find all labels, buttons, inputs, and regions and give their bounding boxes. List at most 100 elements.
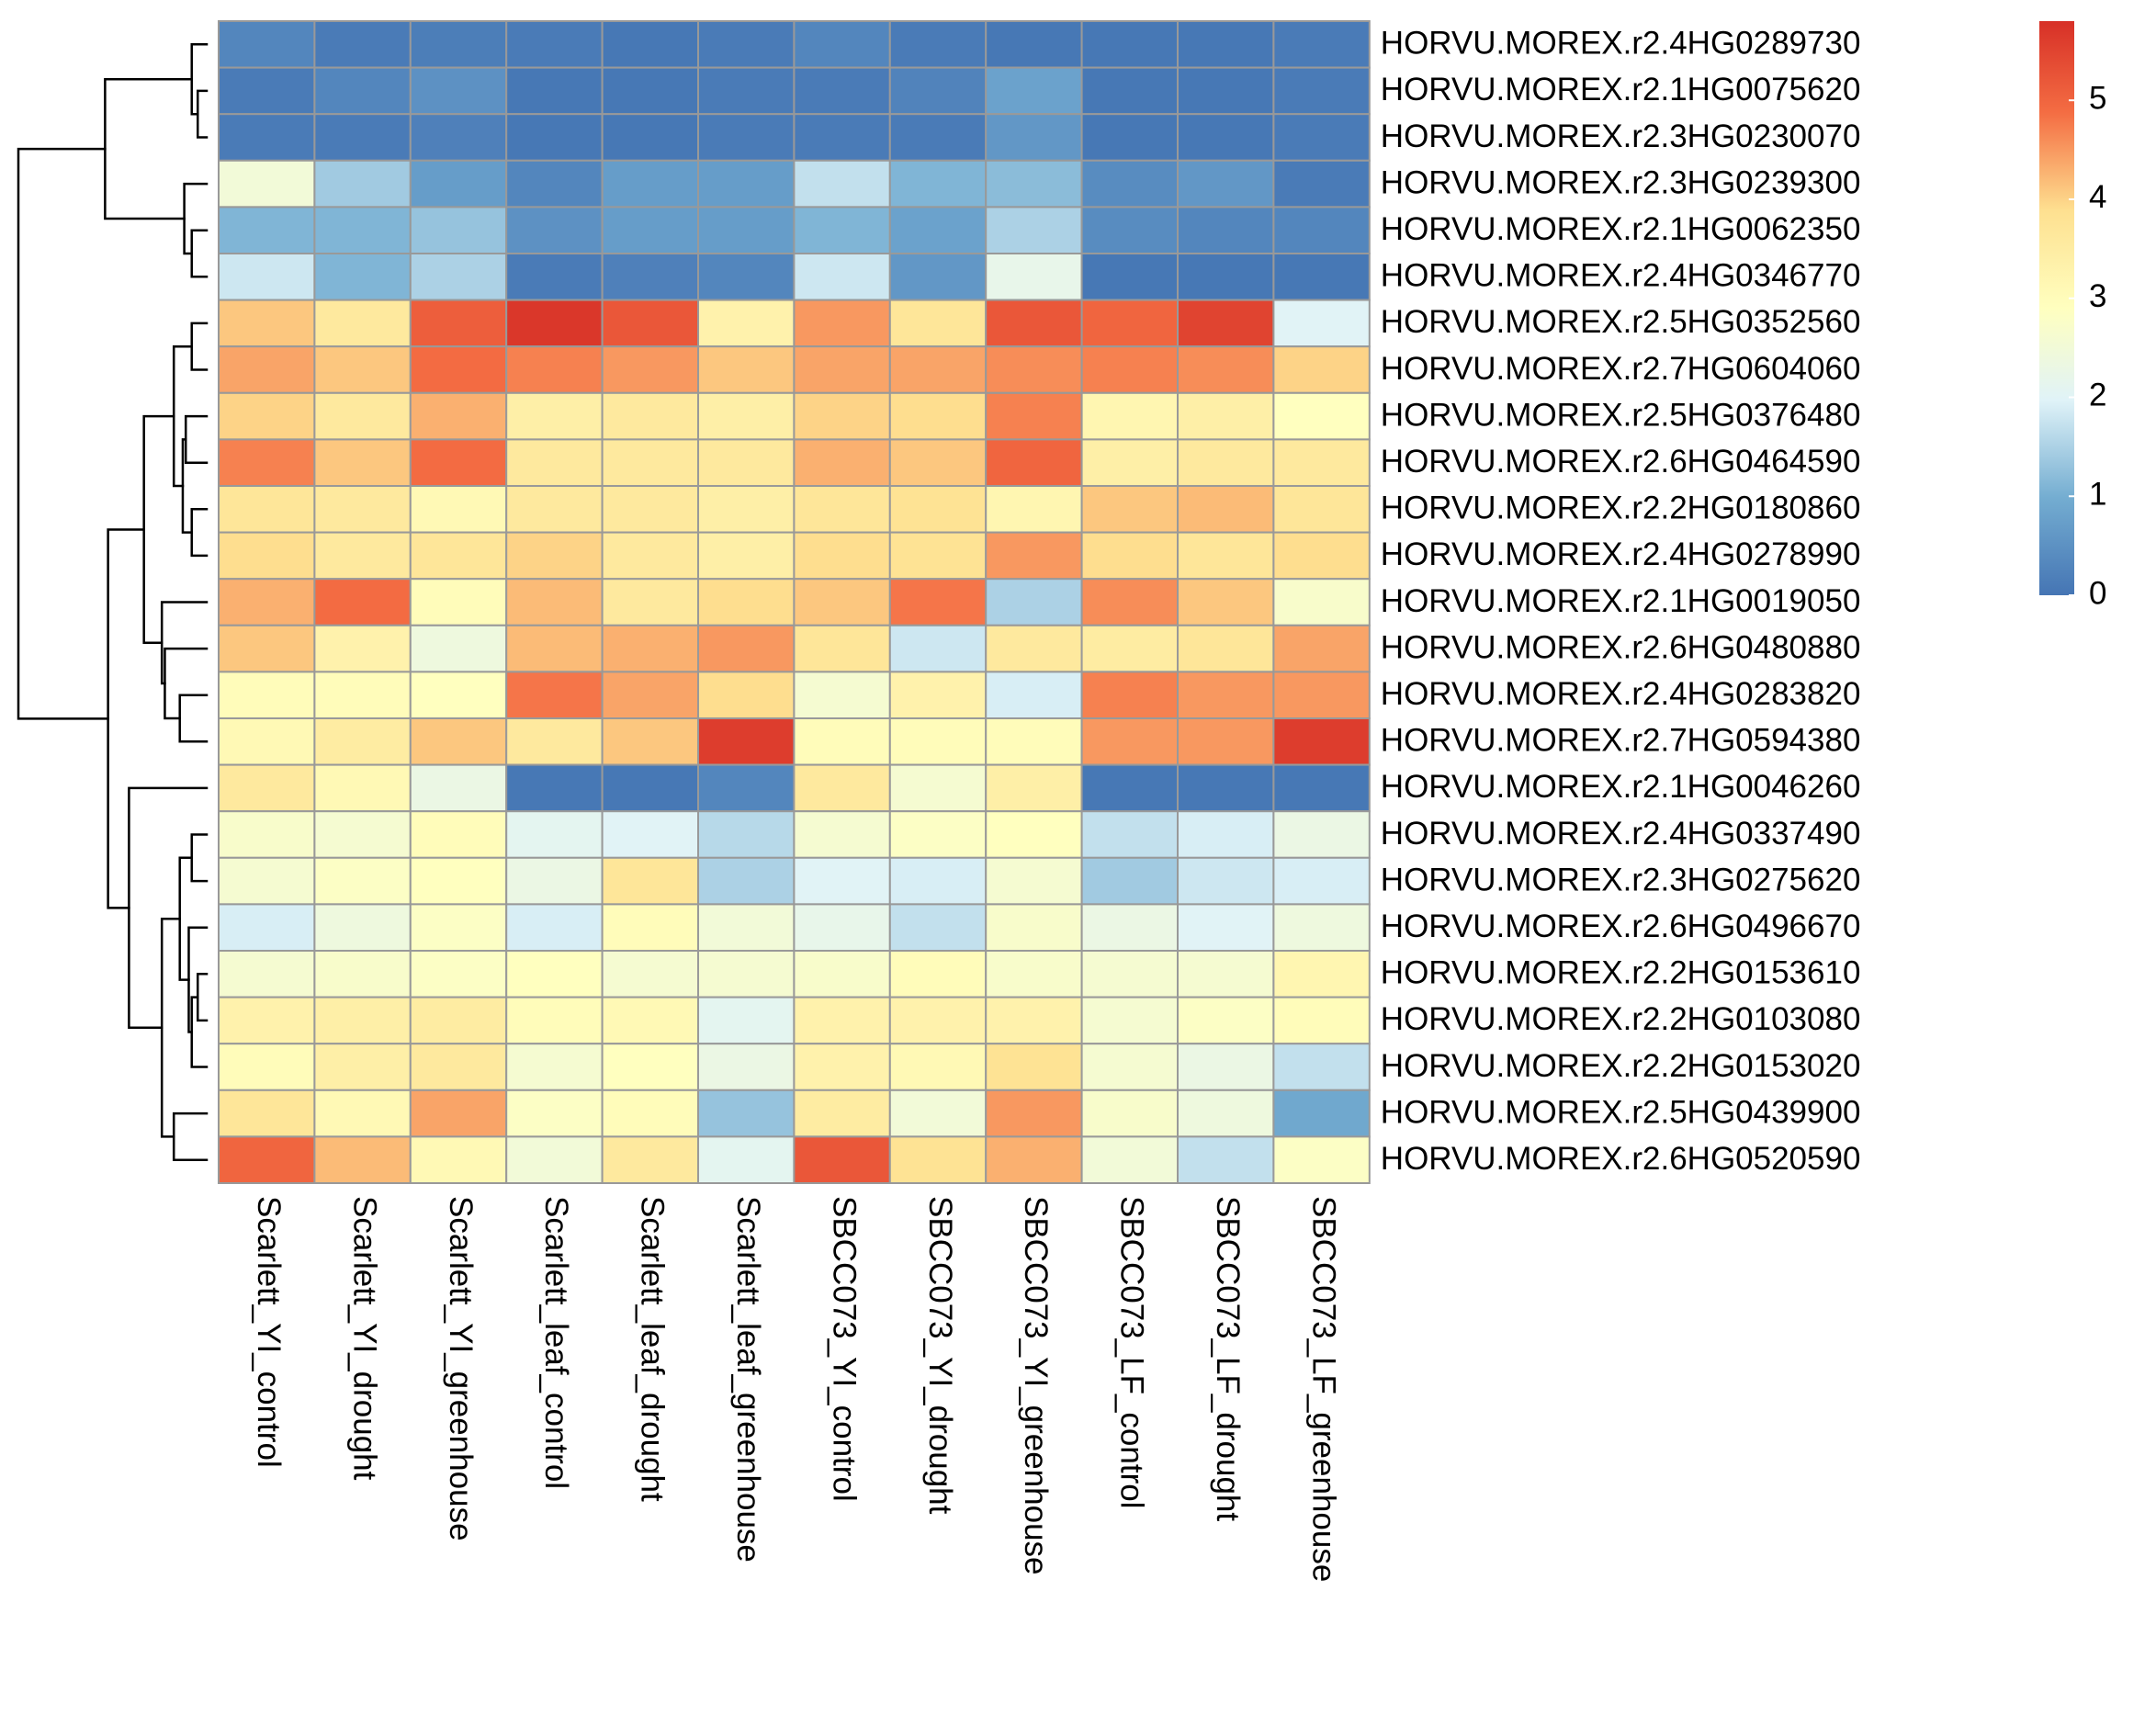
dendrogram-branch bbox=[190, 508, 209, 558]
heatmap-cell bbox=[1177, 113, 1275, 162]
dendrogram-branch bbox=[183, 182, 209, 255]
heatmap-cell bbox=[888, 253, 988, 301]
heatmap-cell bbox=[888, 578, 988, 626]
dendrogram-branch bbox=[196, 89, 209, 139]
heatmap-cell bbox=[409, 624, 508, 673]
heatmap-cell bbox=[409, 763, 508, 813]
heatmap-cell bbox=[697, 578, 796, 626]
heatmap-cell bbox=[1177, 299, 1275, 348]
heatmap-cell bbox=[1272, 20, 1371, 69]
heatmap-cell bbox=[1272, 345, 1371, 394]
heatmap-cell bbox=[218, 391, 316, 441]
heatmap-cell bbox=[409, 20, 508, 69]
heatmap-cell bbox=[888, 113, 988, 162]
heatmap-cell bbox=[505, 624, 604, 673]
heatmap-cell bbox=[505, 299, 604, 348]
heatmap-cell bbox=[697, 1135, 796, 1185]
heatmap-cell bbox=[793, 717, 891, 766]
row-label: HORVU.MOREX.r2.7HG0594380 bbox=[1381, 723, 1861, 759]
heatmap-cell bbox=[218, 66, 316, 116]
heatmap-cell bbox=[697, 113, 796, 162]
heatmap-cell bbox=[793, 20, 891, 69]
heatmap-cell bbox=[218, 624, 316, 673]
heatmap-cell bbox=[985, 578, 1083, 626]
heatmap-cell bbox=[409, 438, 508, 487]
heatmap-cell bbox=[1177, 810, 1275, 859]
heatmap-cell bbox=[793, 1135, 891, 1185]
heatmap-cell bbox=[1177, 624, 1275, 673]
heatmap-cell bbox=[697, 438, 796, 487]
dendrogram-branch bbox=[128, 786, 209, 1030]
heatmap-cell bbox=[218, 113, 316, 162]
heatmap-cell bbox=[697, 671, 796, 720]
dendrogram-branch bbox=[160, 601, 209, 685]
heatmap-cell bbox=[1080, 717, 1179, 766]
heatmap-cell bbox=[1080, 1135, 1179, 1185]
column-label: Scarlett_leaf_greenhouse bbox=[730, 1196, 766, 1563]
heatmap-cell bbox=[697, 66, 796, 116]
heatmap-cell bbox=[1080, 578, 1179, 626]
heatmap-cell bbox=[793, 438, 891, 487]
heatmap-cell bbox=[313, 578, 412, 626]
heatmap-cell bbox=[888, 624, 988, 673]
heatmap-cell bbox=[697, 345, 796, 394]
heatmap-cell bbox=[888, 1043, 988, 1091]
heatmap-cell bbox=[409, 996, 508, 1045]
heatmap-cell bbox=[601, 856, 699, 906]
legend-tick-label: 5 bbox=[2089, 80, 2106, 116]
heatmap-cell bbox=[218, 206, 316, 254]
dendrogram-branch bbox=[190, 996, 209, 1068]
row-label: HORVU.MOREX.r2.4HG0346770 bbox=[1381, 258, 1861, 294]
heatmap-cell bbox=[793, 578, 891, 626]
row-label: HORVU.MOREX.r2.4HG0289730 bbox=[1381, 26, 1861, 62]
heatmap-cell bbox=[793, 996, 891, 1045]
heatmap-cell bbox=[697, 253, 796, 301]
heatmap-cell bbox=[1080, 485, 1179, 534]
heatmap-cell bbox=[985, 1089, 1083, 1138]
heatmap-cell bbox=[697, 763, 796, 813]
heatmap-cell bbox=[985, 1043, 1083, 1091]
heatmap-cell bbox=[888, 531, 988, 581]
heatmap-cell bbox=[1080, 856, 1179, 906]
heatmap-cell bbox=[218, 1089, 316, 1138]
heatmap-cell bbox=[505, 996, 604, 1045]
row-label: HORVU.MOREX.r2.1HG0062350 bbox=[1381, 211, 1861, 247]
row-label: HORVU.MOREX.r2.7HG0604060 bbox=[1381, 351, 1861, 387]
heatmap-cell bbox=[218, 299, 316, 348]
heatmap-cell bbox=[409, 717, 508, 766]
heatmap-cell bbox=[985, 996, 1083, 1045]
heatmap-cell bbox=[505, 763, 604, 813]
heatmap-cell bbox=[505, 717, 604, 766]
heatmap-cell bbox=[1272, 485, 1371, 534]
heatmap-cell bbox=[409, 299, 508, 348]
heatmap-cell bbox=[1272, 903, 1371, 953]
heatmap-cell bbox=[1272, 113, 1371, 162]
heatmap-cell bbox=[697, 856, 796, 906]
heatmap-cell bbox=[218, 159, 316, 209]
heatmap-cell bbox=[1080, 950, 1179, 999]
heatmap-cell bbox=[409, 1043, 508, 1091]
heatmap-cell bbox=[601, 206, 699, 254]
heatmap-cell bbox=[793, 671, 891, 720]
heatmap-cell bbox=[601, 66, 699, 116]
heatmap-cell bbox=[409, 66, 508, 116]
heatmap-cell bbox=[1177, 717, 1275, 766]
heatmap-cell bbox=[985, 299, 1083, 348]
heatmap-cell bbox=[409, 253, 508, 301]
heatmap-cell bbox=[313, 391, 412, 441]
legend-tick-label: 3 bbox=[2089, 278, 2106, 314]
heatmap-cell bbox=[1080, 159, 1179, 209]
heatmap-cell bbox=[1272, 624, 1371, 673]
heatmap-cell bbox=[505, 206, 604, 254]
row-label: HORVU.MOREX.r2.1HG0046260 bbox=[1381, 769, 1861, 805]
heatmap-cell bbox=[313, 1135, 412, 1185]
heatmap-cell bbox=[218, 438, 316, 487]
heatmap-cell bbox=[888, 717, 988, 766]
heatmap-cell bbox=[601, 531, 699, 581]
heatmap-cell bbox=[1177, 950, 1275, 999]
heatmap-cell bbox=[218, 856, 316, 906]
heatmap-cell bbox=[985, 485, 1083, 534]
heatmap-cell bbox=[1272, 1089, 1371, 1138]
legend-tick-label: 1 bbox=[2089, 476, 2106, 512]
heatmap-cell bbox=[313, 206, 412, 254]
